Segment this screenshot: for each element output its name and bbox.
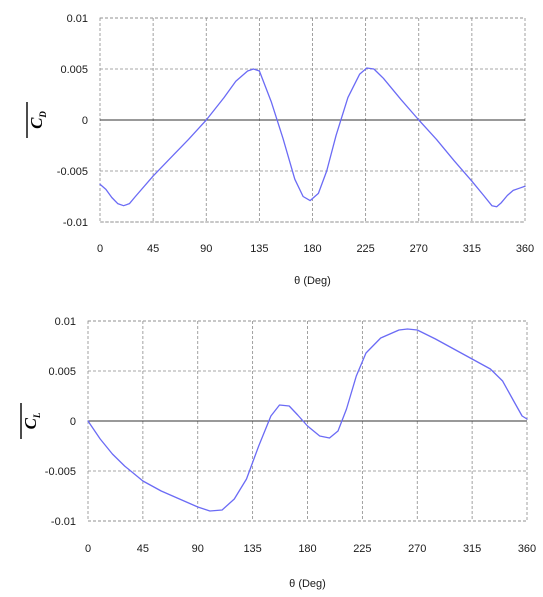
y-axis-title-main: C bbox=[21, 417, 40, 429]
x-tick-label: 135 bbox=[243, 543, 261, 555]
y-tick-label: 0.01 bbox=[67, 13, 88, 25]
x-tick-label: 315 bbox=[463, 243, 481, 255]
y-tick-label: 0.01 bbox=[55, 316, 76, 328]
y-tick-label: -0.01 bbox=[51, 516, 76, 528]
y-tick-label: -0.005 bbox=[45, 466, 76, 478]
x-tick-label: 225 bbox=[353, 543, 371, 555]
x-tick-label: 90 bbox=[192, 543, 204, 555]
x-axis-title: θ (Deg) bbox=[294, 275, 331, 287]
x-tick-label: 225 bbox=[356, 243, 374, 255]
chart-panel-1: 0 45 90 135 180 225 270 315 360 0.01 0.005 0 -0.005 -… bbox=[26, 13, 534, 287]
x-tick-label: 180 bbox=[298, 543, 316, 555]
x-tick-label: 180 bbox=[303, 243, 321, 255]
y-tick-label: 0 bbox=[70, 416, 76, 428]
x-tick-label: 0 bbox=[85, 543, 91, 555]
y-axis-title-subscript: D bbox=[38, 111, 48, 119]
x-tick-label: 315 bbox=[463, 543, 481, 555]
y-tick-label: 0 bbox=[82, 115, 88, 127]
data-series-line bbox=[87, 328, 528, 512]
y-axis-title: CD bbox=[26, 102, 48, 138]
x-tick-label: 270 bbox=[410, 243, 428, 255]
x-tick-label: 360 bbox=[516, 243, 534, 255]
chart-panel-2: 0 45 90 135 180 225 270 315 360 0.01 0.005 0 -0.005 -… bbox=[20, 316, 536, 590]
data-series-line bbox=[99, 67, 526, 208]
x-tick-label: 360 bbox=[518, 543, 536, 555]
x-tick-label: 270 bbox=[408, 543, 426, 555]
y-axis-title: CL bbox=[20, 403, 42, 439]
svg-text:CD: CD bbox=[27, 111, 48, 129]
y-tick-label: -0.01 bbox=[63, 217, 88, 229]
x-tick-label: 45 bbox=[147, 243, 159, 255]
x-tick-label: 0 bbox=[97, 243, 103, 255]
y-axis-title-subscript: L bbox=[32, 412, 42, 419]
x-tick-label: 90 bbox=[200, 243, 212, 255]
y-tick-label: -0.005 bbox=[57, 166, 88, 178]
x-tick-label: 135 bbox=[250, 243, 268, 255]
x-tick-label: 45 bbox=[137, 543, 149, 555]
y-tick-label: 0.005 bbox=[48, 366, 76, 378]
x-axis-title: θ (Deg) bbox=[289, 578, 326, 590]
y-axis-title-main: C bbox=[27, 117, 46, 129]
y-tick-label: 0.005 bbox=[60, 64, 88, 76]
svg-text:CL: CL bbox=[21, 412, 42, 429]
